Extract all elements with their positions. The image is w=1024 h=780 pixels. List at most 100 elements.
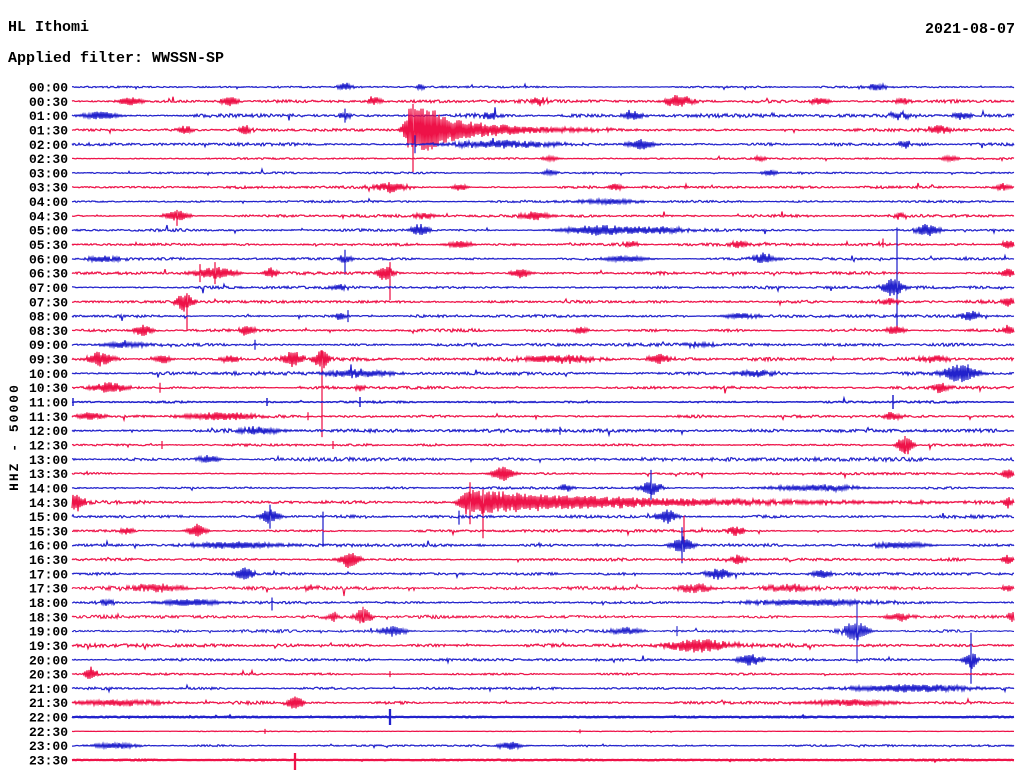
trace-row-1630 <box>71 553 1015 568</box>
trace-row-0130 <box>71 104 1015 172</box>
trace-row-2000 <box>71 632 1015 684</box>
trace-row-0530 <box>71 238 1015 249</box>
trace-row-1530 <box>72 515 1015 545</box>
trace-row-1430 <box>71 482 1015 539</box>
trace-row-1800 <box>71 597 1014 611</box>
trace-time-label: 07:30 <box>29 295 68 310</box>
plot-date: 2021-08-07 <box>924 21 1015 38</box>
trace-time-label: 04:00 <box>29 195 68 210</box>
trace-time-label: 04:30 <box>29 209 68 224</box>
trace-time-label: 14:30 <box>29 496 68 511</box>
trace-time-label: 08:00 <box>29 310 68 325</box>
trace-time-label: 02:30 <box>29 152 68 167</box>
trace-row-2100 <box>71 683 1015 694</box>
trace-row-0330 <box>72 182 1015 194</box>
station-name: HL Ithomi <box>8 19 90 36</box>
trace-row-1330 <box>71 466 1015 481</box>
trace-time-label: 03:00 <box>29 166 68 181</box>
trace-row-2330 <box>71 753 1015 770</box>
trace-time-label: 22:30 <box>29 725 68 740</box>
trace-row-2200 <box>71 709 1015 725</box>
trace-row-0400 <box>71 197 1015 207</box>
trace-time-label: 00:00 <box>29 81 68 96</box>
trace-row-1830 <box>71 606 1015 624</box>
trace-row-1230 <box>71 436 1015 455</box>
trace-time-label: 15:30 <box>29 524 68 539</box>
trace-row-1130 <box>71 411 1015 423</box>
trace-row-2230 <box>71 728 1014 734</box>
trace-time-label: 05:30 <box>29 238 68 253</box>
trace-row-0630 <box>71 262 1015 301</box>
trace-row-1100 <box>71 395 1015 409</box>
trace-time-label: 21:00 <box>29 682 68 697</box>
trace-row-1600 <box>71 527 1015 564</box>
trace-time-label: 19:30 <box>29 639 68 654</box>
trace-time-label: 18:00 <box>29 596 68 611</box>
trace-row-0230 <box>72 154 1015 163</box>
trace-row-0000 <box>71 82 1015 92</box>
trace-row-1900 <box>71 600 1014 664</box>
trace-row-1030 <box>71 382 1015 394</box>
trace-row-0500 <box>71 224 1015 237</box>
trace-row-1500 <box>71 504 1015 547</box>
applied-filter-label: Applied filter: WWSSN-SP <box>8 50 225 67</box>
trace-time-label: 13:00 <box>29 453 68 468</box>
trace-time-label: 08:30 <box>29 324 68 339</box>
trace-row-0700 <box>71 227 1015 331</box>
trace-time-label: 10:30 <box>29 381 68 396</box>
trace-row-2030 <box>71 666 1015 679</box>
trace-time-label: 12:00 <box>29 424 68 439</box>
trace-time-label: 16:30 <box>29 553 68 568</box>
trace-row-0600 <box>71 249 1015 275</box>
trace-time-label: 17:00 <box>29 567 68 582</box>
trace-time-label: 14:00 <box>29 481 68 496</box>
trace-row-1730 <box>71 583 1015 597</box>
trace-time-label: 21:30 <box>29 696 68 711</box>
trace-time-label: 10:00 <box>29 367 68 382</box>
trace-time-label: 07:00 <box>29 281 68 296</box>
trace-time-label: 09:30 <box>29 353 68 368</box>
trace-row-0430 <box>71 209 1015 226</box>
trace-time-label: 13:30 <box>29 467 68 482</box>
trace-time-label: 22:00 <box>29 711 68 726</box>
trace-row-0800 <box>71 310 1015 323</box>
trace-row-0200 <box>71 135 1015 154</box>
trace-row-1700 <box>71 567 1014 580</box>
trace-time-label: 16:00 <box>29 539 68 554</box>
trace-row-0100 <box>71 107 1015 123</box>
trace-row-0930 <box>71 350 1015 438</box>
trace-time-label: 12:30 <box>29 439 68 454</box>
trace-time-label: 06:00 <box>29 252 68 267</box>
trace-time-label: 01:00 <box>29 109 68 124</box>
trace-row-2300 <box>72 741 1015 751</box>
trace-time-label: 03:30 <box>29 181 68 196</box>
trace-row-1400 <box>71 469 1014 500</box>
trace-time-label: 20:30 <box>29 668 68 683</box>
trace-time-label: 23:30 <box>29 754 68 769</box>
trace-row-1000 <box>71 364 1015 383</box>
trace-row-0730 <box>72 293 1015 331</box>
trace-time-label: 02:00 <box>29 138 68 153</box>
trace-time-label: 19:00 <box>29 625 68 640</box>
trace-time-label: 09:00 <box>29 338 68 353</box>
trace-row-1200 <box>71 425 1015 438</box>
trace-row-0030 <box>71 95 1015 107</box>
trace-time-label: 11:30 <box>29 410 68 425</box>
trace-time-label: 23:00 <box>29 739 68 754</box>
trace-time-label: 20:00 <box>29 653 68 668</box>
trace-row-0830 <box>72 324 1015 336</box>
trace-row-0900 <box>71 339 1015 350</box>
trace-time-label: 17:30 <box>29 582 68 597</box>
trace-time-label: 06:30 <box>29 267 68 282</box>
trace-time-label: 11:00 <box>29 396 68 411</box>
trace-time-label: 01:30 <box>29 124 68 139</box>
trace-time-label: 15:00 <box>29 510 68 525</box>
trace-row-0300 <box>71 167 1015 177</box>
trace-row-2130 <box>71 696 1015 709</box>
trace-time-label: 00:30 <box>29 95 68 110</box>
trace-time-label: 18:30 <box>29 610 68 625</box>
trace-row-1930 <box>71 639 1015 653</box>
trace-row-1300 <box>71 454 1015 464</box>
trace-time-label: 05:00 <box>29 224 68 239</box>
